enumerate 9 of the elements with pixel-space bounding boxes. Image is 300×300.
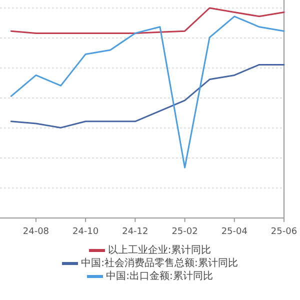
x-tick-label: 25-06 bbox=[270, 227, 298, 237]
x-tick-label: 25-04 bbox=[221, 227, 248, 237]
legend-label: 中国:出口金额:累计同比 bbox=[106, 270, 213, 283]
legend-label: 中国:社会消费品零售总额:累计同比 bbox=[81, 257, 238, 270]
x-tick-label: 24-12 bbox=[122, 227, 148, 237]
x-tick-label: 24-08 bbox=[22, 227, 50, 237]
legend-label: 以上工业企业:累计同比 bbox=[108, 244, 212, 257]
x-tick-label: 25-02 bbox=[172, 227, 198, 237]
x-tick-label: 24-10 bbox=[72, 227, 99, 237]
